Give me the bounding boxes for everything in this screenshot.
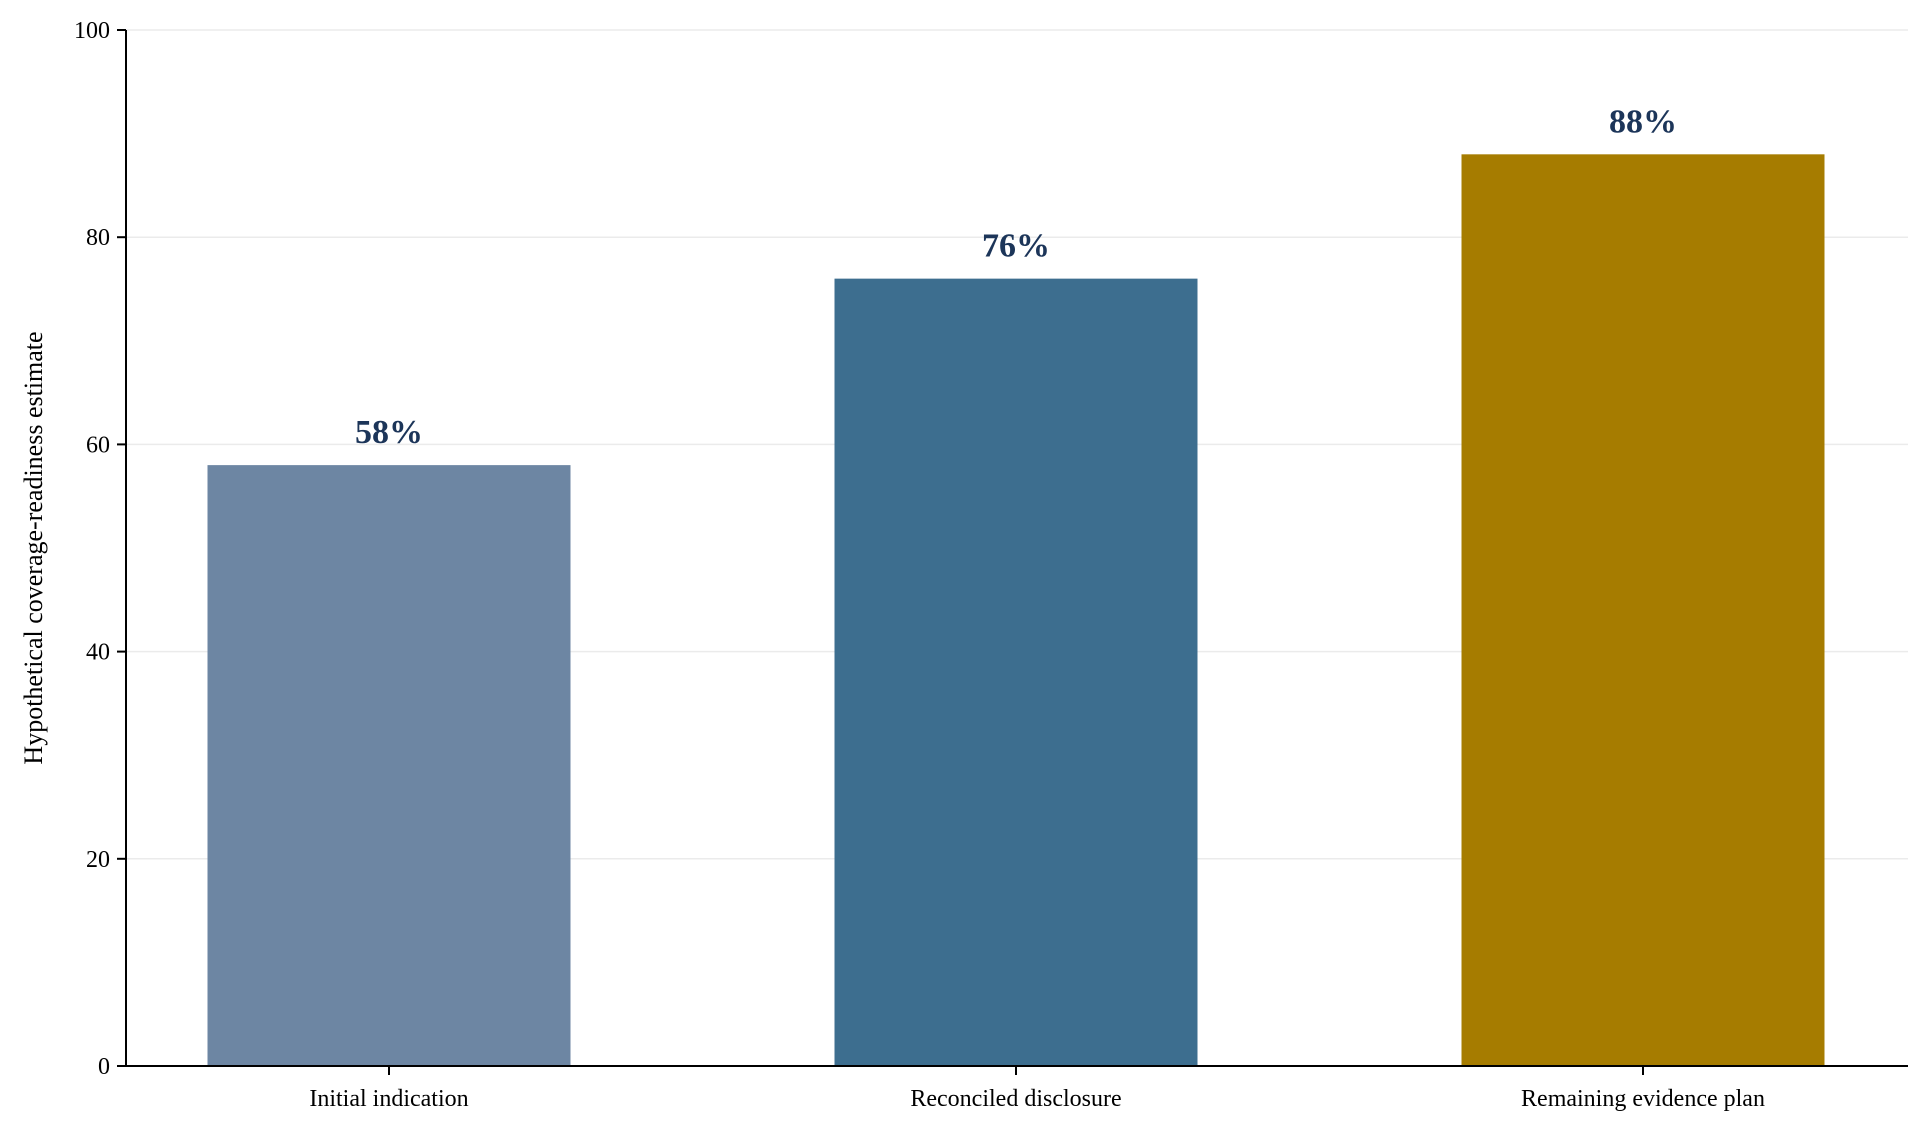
x-tick-label: Remaining evidence plan: [1521, 1086, 1765, 1112]
data-label: 88%: [1609, 103, 1677, 140]
data-labels: 58% 76% 88%: [355, 103, 1677, 451]
bar: [1461, 154, 1825, 1066]
x-ticks: Initial indication Reconciled disclosure R…: [309, 1066, 1765, 1112]
y-ticks: 0 20 40 60 80 100: [74, 18, 126, 1080]
data-label: 76%: [982, 228, 1050, 265]
y-tick-label: 40: [86, 640, 110, 666]
bar: [207, 465, 571, 1066]
y-tick-label: 20: [86, 847, 110, 873]
y-tick-label: 0: [98, 1054, 110, 1080]
y-tick-label: 100: [74, 18, 110, 44]
y-axis-title: Hypothetical coverage-readiness estimate: [19, 331, 48, 764]
y-tick-label: 60: [86, 432, 110, 458]
y-tick-label: 80: [86, 225, 110, 251]
bars: [207, 154, 1825, 1066]
data-label: 58%: [355, 414, 423, 451]
x-tick-label: Reconciled disclosure: [910, 1086, 1121, 1112]
bar: [834, 278, 1198, 1066]
x-tick-label: Initial indication: [309, 1086, 468, 1112]
